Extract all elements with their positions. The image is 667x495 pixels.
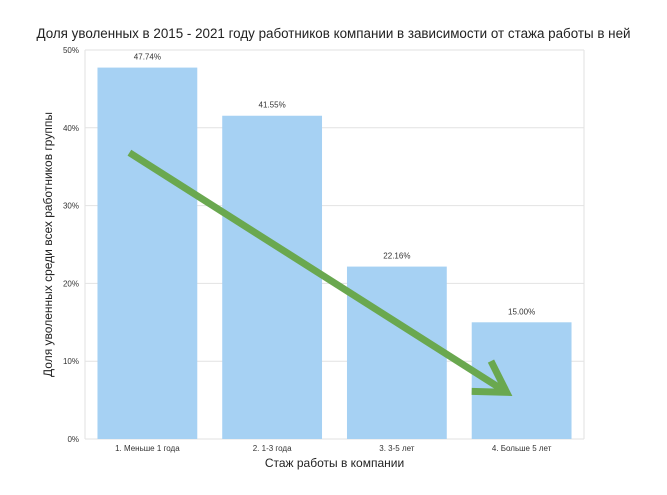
y-tick-label: 50% [63,46,79,55]
bar-data-label: 22.16% [383,252,410,261]
bar [97,67,198,440]
y-tick-label: 30% [63,202,79,211]
trend-arrow-shaft [127,149,506,394]
x-tick-label: 2. 1-3 года [253,444,292,453]
x-axis-ticks: 1. Меньше 1 года 2. 1-3 года 3. 3-5 лет 4. … [115,444,552,453]
trend-arrow [127,149,513,396]
y-axis-title: Доля уволенных среди всех работников гру… [41,112,55,377]
chart-title: Доля уволенных в 2015 - 2021 году работн… [36,26,631,41]
y-tick-label: 20% [63,279,79,288]
bar [346,266,447,439]
bar-data-label: 41.55% [259,101,286,110]
bar [222,115,323,439]
bar-data-label: 47.74% [134,53,161,62]
y-tick-label: 10% [63,357,79,366]
bar-data-labels: 47.74% 41.55% 22.16% 15.00% [134,53,535,317]
x-axis-title: Стаж работы в компании [265,456,404,470]
x-tick-label: 3. 3-5 лет [379,444,415,453]
x-tick-label: 1. Меньше 1 года [115,444,180,453]
trend-arrow-head [471,359,513,396]
bar-data-label: 15.00% [508,307,535,316]
y-tick-label: 40% [63,124,79,133]
y-tick-label: 0% [67,435,79,444]
bars [97,67,572,440]
y-axis-ticks: 0% 10% 20% 30% 40% 50% [63,46,79,444]
x-tick-label: 4. Больше 5 лет [492,444,552,453]
